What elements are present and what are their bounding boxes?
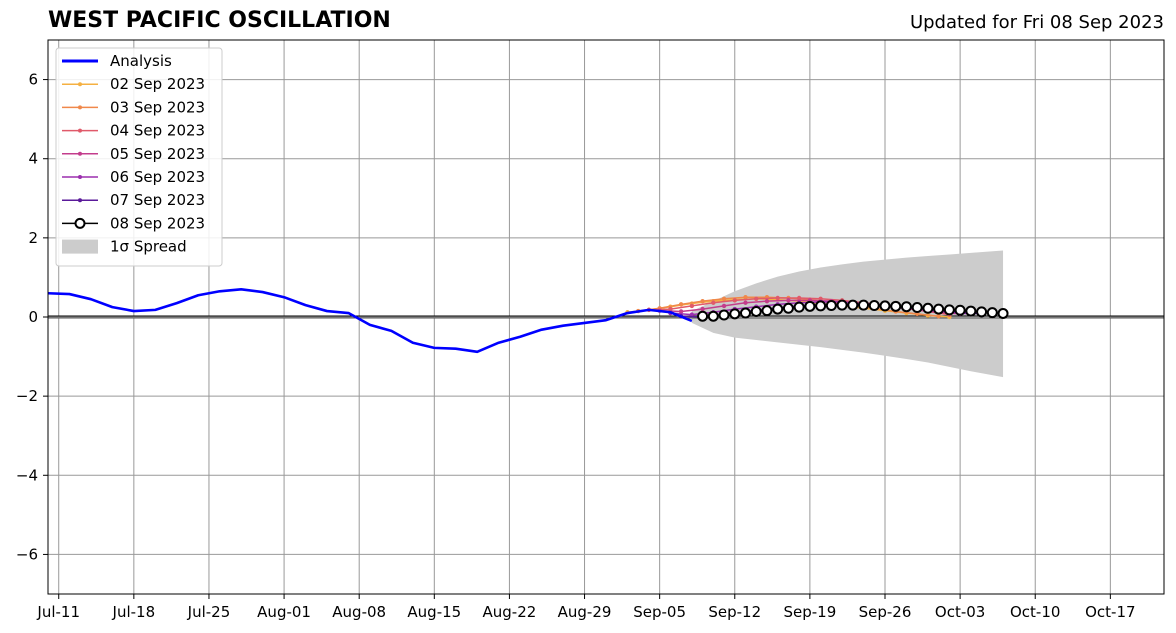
forecast-point	[879, 300, 891, 312]
forecast-point	[997, 307, 1009, 319]
forecast-point	[700, 306, 705, 312]
y-tick-label: 0	[28, 308, 38, 326]
legend-marker	[78, 151, 82, 156]
forecast-point	[796, 295, 802, 301]
legend-marker	[78, 175, 82, 179]
legend-label: 1σ Spread	[110, 238, 187, 256]
legend-label: 06 Sep 2023	[110, 168, 205, 186]
x-tick-label: Sep-26	[859, 603, 912, 621]
x-tick-label: Aug-15	[407, 603, 461, 621]
forecast-point	[772, 303, 784, 315]
x-tick-label: Sep-19	[783, 603, 836, 621]
forecast-point	[922, 302, 934, 314]
legend-marker	[78, 128, 82, 133]
x-tick-label: Oct-03	[935, 603, 985, 621]
x-tick-label: Sep-05	[633, 603, 686, 621]
y-tick-label: −4	[16, 466, 38, 484]
forecast-point	[750, 305, 762, 317]
legend-marker	[78, 198, 82, 203]
forecast-point	[689, 303, 695, 309]
forecast-point	[743, 300, 748, 305]
forecast-point	[900, 301, 912, 313]
forecast-point	[732, 298, 737, 303]
x-tick-label: Sep-12	[708, 603, 761, 621]
forecast-point	[721, 296, 727, 301]
legend-box	[55, 47, 223, 267]
y-tick-label: 6	[28, 71, 38, 89]
x-tick-label: Jul-25	[187, 603, 231, 621]
forecast-point	[936, 314, 941, 319]
chart-title: WEST PACIFIC OSCILLATION	[48, 8, 391, 33]
forecast-point	[786, 298, 791, 303]
forecast-point	[697, 310, 709, 322]
y-tick-label: 4	[28, 150, 38, 168]
forecast-point	[740, 307, 751, 319]
legend-marker	[78, 105, 82, 110]
forecast-point	[775, 295, 780, 301]
forecast-point	[761, 305, 773, 317]
forecast-point	[868, 300, 880, 312]
legend-label: 03 Sep 2023	[110, 98, 205, 116]
forecast-point	[943, 304, 955, 316]
forecast-point	[976, 306, 988, 318]
y-tick-label: −2	[16, 387, 38, 405]
x-tick-label: Jul-18	[112, 603, 156, 621]
forecast-point	[707, 310, 719, 322]
forecast-point	[815, 300, 827, 312]
x-tick-label: Aug-08	[332, 603, 386, 621]
forecast-point	[721, 303, 727, 309]
x-tick-label: Oct-10	[1010, 603, 1060, 621]
forecast-point	[858, 299, 870, 311]
forecast-point	[743, 295, 748, 300]
legend-swatch	[62, 239, 98, 254]
forecast-point	[793, 301, 805, 313]
forecast-point	[986, 307, 998, 319]
x-tick-label: Oct-17	[1085, 603, 1135, 621]
forecast-point	[718, 309, 730, 321]
forecast-point	[890, 300, 902, 312]
x-tick-label: Aug-22	[483, 603, 537, 621]
chart-subtitle: Updated for Fri 08 Sep 2023	[909, 12, 1164, 33]
legend-label: 07 Sep 2023	[110, 191, 205, 209]
x-tick-label: Aug-29	[558, 603, 612, 621]
legend-marker	[74, 217, 86, 229]
forecast-point	[700, 298, 705, 304]
legend-label: 05 Sep 2023	[110, 145, 205, 163]
forecast-point	[678, 309, 684, 314]
forecast-point	[911, 302, 923, 314]
forecast-point	[954, 304, 966, 316]
x-tick-label: Jul-11	[36, 603, 80, 621]
y-tick-label: −6	[16, 545, 38, 563]
forecast-point	[711, 300, 716, 305]
forecast-point	[764, 298, 770, 304]
forecast-point	[754, 296, 759, 301]
forecast-point	[825, 300, 837, 312]
legend-label: 04 Sep 2023	[110, 122, 205, 140]
x-tick-label: Aug-01	[257, 603, 311, 621]
analysis-line	[47, 287, 693, 354]
forecast-point	[933, 303, 945, 315]
legend-label: Analysis	[110, 52, 172, 70]
legend-label: 08 Sep 2023	[110, 214, 205, 232]
legend-label: 02 Sep 2023	[110, 75, 205, 93]
forecast-point	[678, 302, 684, 307]
legend-marker	[78, 82, 82, 87]
spread-band	[691, 250, 1004, 378]
forecast-point	[847, 299, 859, 311]
forecast-point	[804, 300, 816, 312]
forecast-point	[965, 305, 977, 317]
forecast-point	[729, 308, 741, 320]
forecast-point	[836, 299, 848, 311]
y-tick-label: 2	[28, 229, 38, 247]
forecast-point	[782, 302, 794, 314]
